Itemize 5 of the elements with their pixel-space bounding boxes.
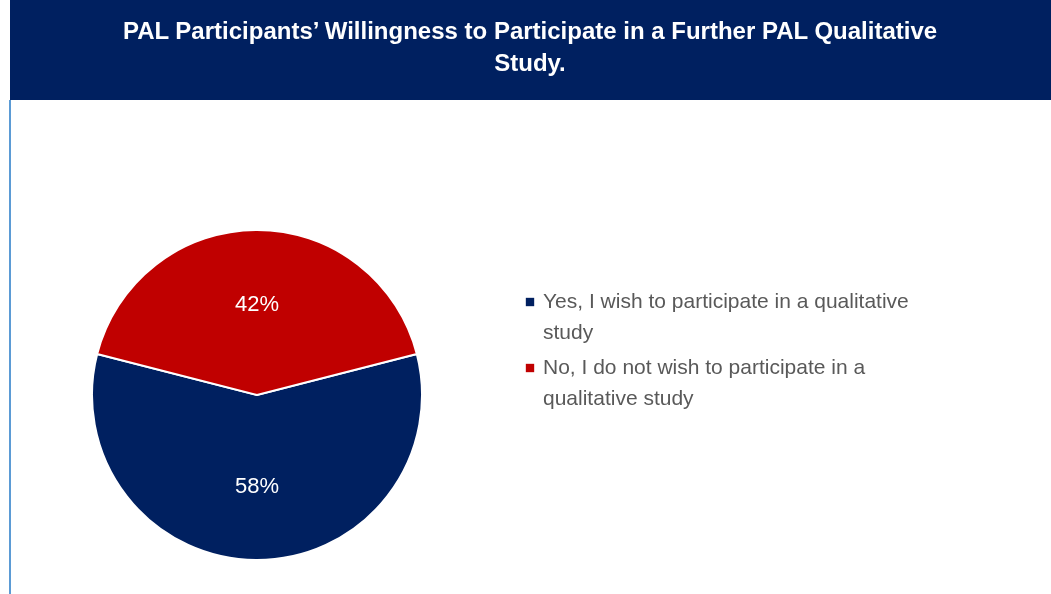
legend-label: Yes, I wish to participate in a qualitative study [543,289,909,343]
data-label: 42% [234,291,280,317]
chart-title: PAL Participants’ Willingness to Participate in a Further PAL Qualitative Study. [122,17,938,76]
data-label: 58% [234,472,280,498]
legend-label: No, I do not wish to participate in a qualitative study [543,355,866,409]
